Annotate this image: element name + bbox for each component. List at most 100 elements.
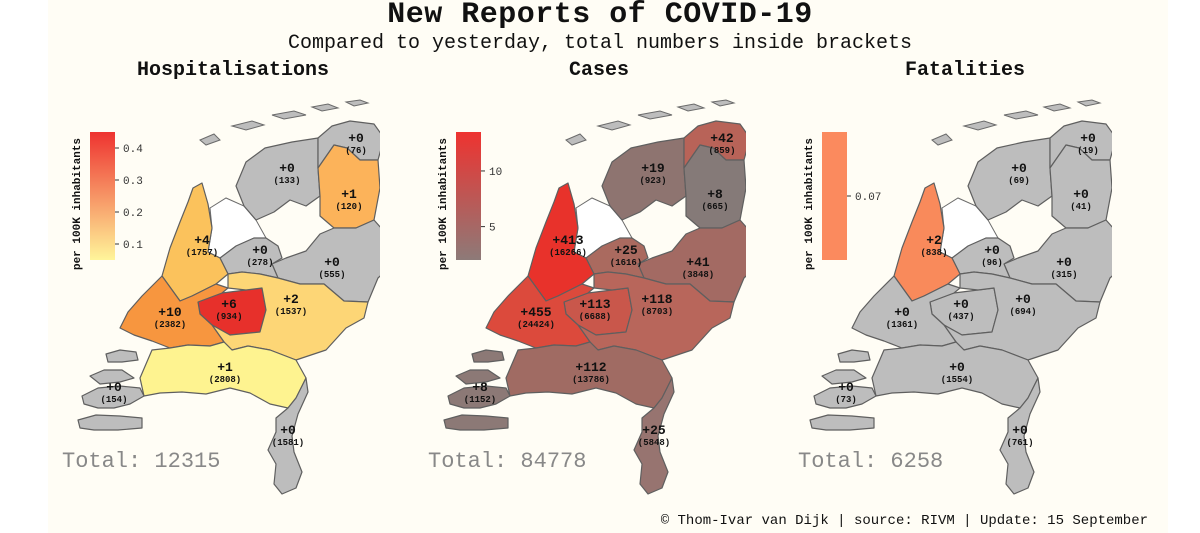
- label-total-zeeland: (73): [835, 395, 857, 405]
- wadden-island: [271, 110, 307, 120]
- province-limburg: [633, 377, 675, 495]
- label-total-groningen: (859): [708, 146, 735, 156]
- label-delta-limburg: +25: [642, 423, 666, 438]
- label-total-noord-brabant: (1554): [941, 375, 973, 385]
- label-total-overijssel: (3848): [682, 270, 714, 280]
- label-delta-drenthe: +1: [341, 187, 357, 202]
- label-total-gelderland: (8703): [641, 307, 673, 317]
- label-total-zeeland: (1152): [464, 395, 496, 405]
- map-panel-hospitalisations: +0(133)+0(76)+1(120)+0(555)+0(278)+4(175…: [72, 99, 380, 495]
- legend-colorbar: [822, 132, 847, 260]
- legend-title: per 100K inhabitants: [72, 138, 84, 270]
- label-total-drenthe: (665): [701, 202, 728, 212]
- label-delta-noord-brabant: +112: [575, 360, 606, 375]
- figure-title: New Reports of COVID-19: [387, 0, 813, 32]
- label-delta-noord-holland: +2: [926, 233, 942, 248]
- label-total-drenthe: (41): [1070, 202, 1092, 212]
- label-total-utrecht: (437): [947, 312, 974, 322]
- province-drenthe: [317, 144, 380, 229]
- province-zuid-holland: [119, 275, 229, 349]
- label-delta-groningen: +42: [710, 131, 734, 146]
- label-delta-gelderland: +118: [641, 292, 672, 307]
- map-panel-cases: +19(923)+42(859)+8(665)+41(3848)+25(1616…: [438, 99, 746, 495]
- panel-title-fatalities: Fatalities: [904, 59, 1026, 82]
- label-delta-drenthe: +8: [707, 187, 723, 202]
- label-total-utrecht: (934): [215, 312, 242, 322]
- label-delta-noord-holland: +4: [194, 233, 210, 248]
- wadden-island: [596, 120, 632, 131]
- label-total-limburg: (761): [1006, 438, 1033, 448]
- province-zeeland: [809, 349, 877, 431]
- label-delta-friesland: +0: [1011, 161, 1027, 176]
- province-drenthe: [1049, 144, 1112, 229]
- label-delta-limburg: +0: [1012, 423, 1028, 438]
- label-delta-utrecht: +6: [221, 297, 237, 312]
- wadden-island: [310, 103, 340, 112]
- label-total-groningen: (76): [345, 146, 367, 156]
- wadden-island: [962, 120, 998, 131]
- legend-tick-label: 10: [489, 167, 502, 179]
- panel-title-cases: Cases: [568, 59, 629, 82]
- province-friesland: [967, 137, 1053, 221]
- label-delta-zeeland: +0: [106, 380, 122, 395]
- label-delta-overijssel: +0: [324, 255, 340, 270]
- label-delta-friesland: +19: [641, 161, 665, 176]
- label-delta-zeeland: +0: [838, 380, 854, 395]
- label-total-flevoland: (1616): [610, 258, 642, 268]
- label-delta-overijssel: +41: [686, 255, 710, 270]
- label-delta-zeeland: +8: [472, 380, 488, 395]
- label-total-flevoland: (278): [246, 258, 273, 268]
- wadden-island: [1076, 99, 1102, 107]
- label-delta-utrecht: +0: [953, 297, 969, 312]
- wadden-island: [1003, 110, 1039, 120]
- province-zuid-holland: [485, 275, 595, 349]
- label-total-zeeland: (154): [100, 395, 127, 405]
- legend-tick-label: 0.07: [855, 192, 881, 204]
- label-delta-gelderland: +0: [1015, 292, 1031, 307]
- label-total-friesland: (133): [273, 176, 300, 186]
- label-delta-flevoland: +0: [252, 243, 268, 258]
- label-total-noord-brabant: (2808): [209, 375, 241, 385]
- panel-title-hospitalisations: Hospitalisations: [136, 59, 330, 82]
- label-delta-flevoland: +0: [984, 243, 1000, 258]
- label-delta-flevoland: +25: [614, 243, 638, 258]
- label-total-friesland: (69): [1008, 176, 1030, 186]
- legend-colorbar: [90, 132, 115, 260]
- total-fatalities: Total: 6258: [798, 449, 944, 474]
- label-delta-limburg: +0: [280, 423, 296, 438]
- label-delta-zuid-holland: +455: [520, 305, 551, 320]
- province-friesland: [235, 137, 321, 221]
- label-delta-groningen: +0: [348, 131, 364, 146]
- legend-tick-label: 0.4: [123, 144, 143, 156]
- wadden-island: [931, 133, 953, 146]
- legend-tick-label: 0.3: [123, 176, 143, 188]
- wadden-island: [565, 133, 587, 146]
- label-total-gelderland: (1537): [275, 307, 307, 317]
- province-drenthe: [683, 144, 746, 229]
- label-total-groningen: (19): [1077, 146, 1099, 156]
- label-delta-zuid-holland: +10: [158, 305, 182, 320]
- label-delta-overijssel: +0: [1056, 255, 1072, 270]
- label-total-noord-holland: (1757): [186, 248, 218, 258]
- legend-tick-label: 0.2: [123, 208, 143, 220]
- label-delta-noord-holland: +413: [552, 233, 583, 248]
- label-delta-groningen: +0: [1080, 131, 1096, 146]
- label-total-noord-holland: (16266): [549, 248, 587, 258]
- province-friesland: [601, 137, 687, 221]
- province-zuid-holland: [851, 275, 961, 349]
- label-total-drenthe: (120): [335, 202, 362, 212]
- label-total-noord-holland: (838): [920, 248, 947, 258]
- map-panel-fatalities: +0(69)+0(19)+0(41)+0(315)+0(96)+2(838)+0…: [804, 99, 1112, 495]
- label-total-zuid-holland: (2382): [154, 320, 186, 330]
- label-total-overijssel: (555): [318, 270, 345, 280]
- label-total-limburg: (1581): [272, 438, 304, 448]
- province-zeeland: [77, 349, 145, 431]
- label-total-friesland: (923): [639, 176, 666, 186]
- wadden-island: [637, 110, 673, 120]
- province-limburg: [999, 377, 1041, 495]
- legend-tick-label: 5: [489, 223, 496, 235]
- legend-title: per 100K inhabitants: [438, 138, 450, 270]
- footer-credit: © Thom-Ivar van Dijk | source: RIVM | Up…: [660, 513, 1148, 529]
- label-total-overijssel: (315): [1050, 270, 1077, 280]
- province-limburg: [267, 377, 309, 495]
